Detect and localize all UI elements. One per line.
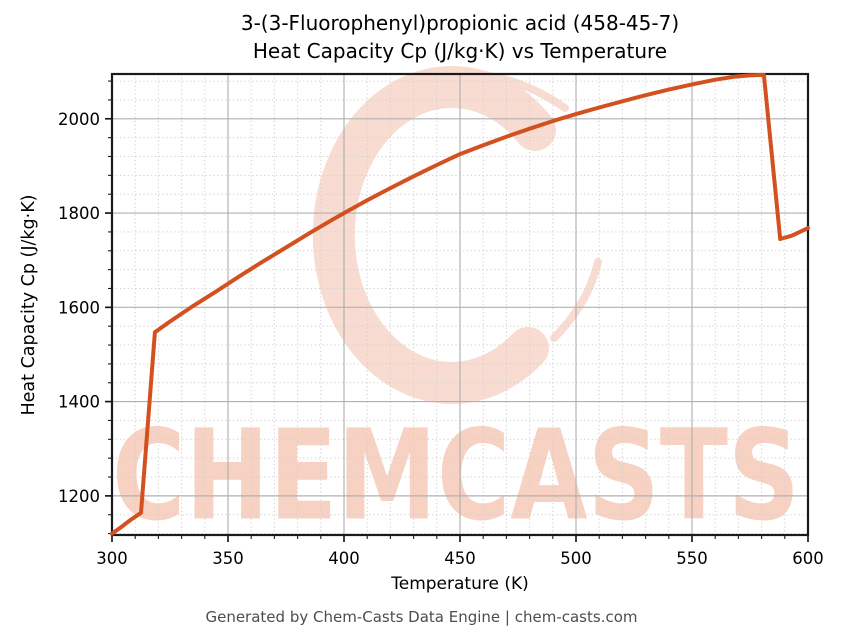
x-tick-label: 300 bbox=[96, 549, 128, 568]
x-tick-label: 400 bbox=[328, 549, 360, 568]
x-tick-label: 550 bbox=[676, 549, 708, 568]
axes-spines bbox=[110, 72, 810, 537]
y-tick-label: 2000 bbox=[58, 110, 100, 129]
x-tick-label: 500 bbox=[560, 549, 592, 568]
chart-title-line2: Heat Capacity Cp (J/kg·K) vs Temperature bbox=[252, 39, 668, 63]
footer-text: Generated by Chem-Casts Data Engine | ch… bbox=[205, 608, 638, 626]
y-tick-label: 1600 bbox=[58, 298, 100, 317]
x-tick-label: 600 bbox=[792, 549, 824, 568]
y-tick-label: 1800 bbox=[58, 204, 100, 223]
watermark-brush-accent-bottom bbox=[550, 258, 602, 342]
y-tick-label: 1400 bbox=[58, 393, 100, 412]
chart-title-line1: 3-(3-Fluorophenyl)propionic acid (458-45… bbox=[240, 11, 680, 35]
watermark-c-ring bbox=[312, 66, 556, 404]
watermark-chemcasts-text: CHEMCASTS bbox=[112, 402, 800, 549]
y-axis-label: Heat Capacity Cp (J/kg·K) bbox=[19, 194, 39, 416]
y-tick-label: 1200 bbox=[58, 487, 100, 506]
x-tick-label: 450 bbox=[444, 549, 476, 568]
x-axis-label: Temperature (K) bbox=[391, 574, 529, 594]
chart-title: 3-(3-Fluorophenyl)propionic acid (458-45… bbox=[112, 9, 808, 65]
x-tick-label: 350 bbox=[212, 549, 244, 568]
cp-curve bbox=[110, 72, 810, 536]
